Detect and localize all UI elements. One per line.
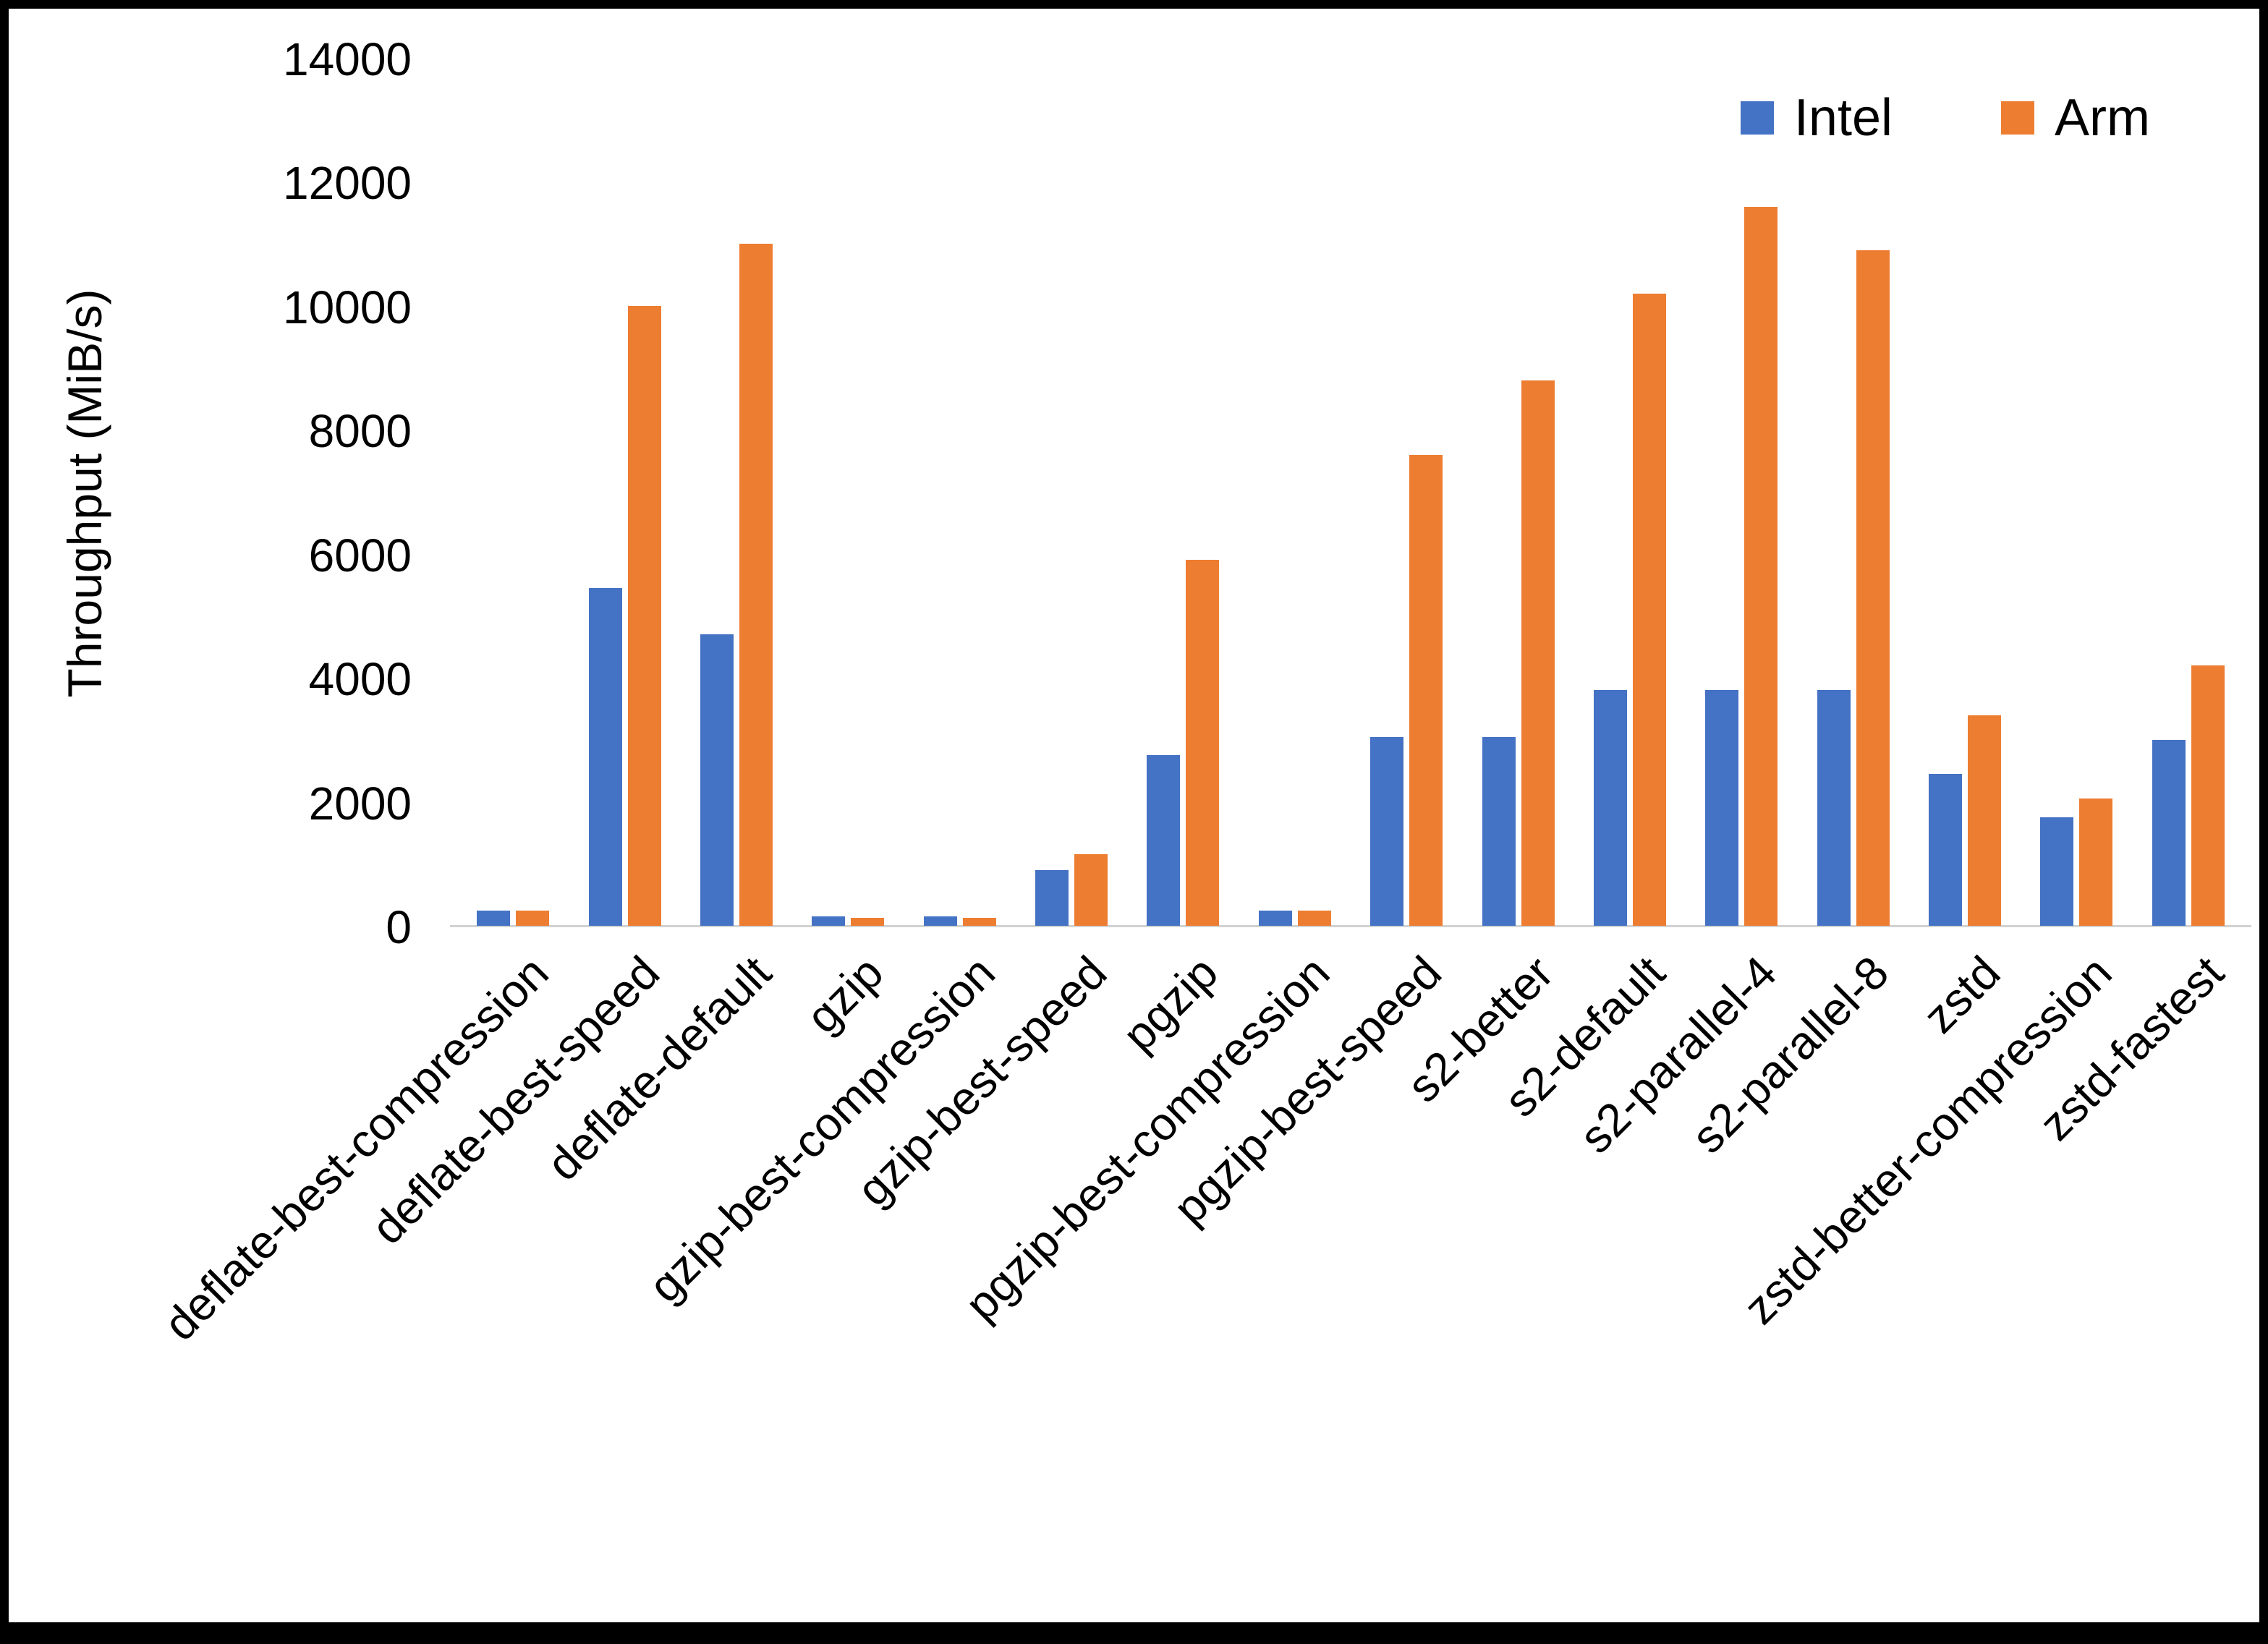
y-tick-label-4000: 4000 [308,653,412,706]
legend-item-intel: Intel [1740,89,1893,147]
y-tick-label-8000: 8000 [308,405,412,458]
x-axis-line [450,925,2251,927]
bar-intel-zstd-fastest [2152,739,2186,926]
y-tick-label-10000: 10000 [283,281,412,333]
bar-intel-zstd-better-compression [2040,817,2074,926]
arm-swatch [2001,101,2035,135]
legend-label-arm: Arm [2055,89,2150,147]
bar-intel-gzip-best-compression [923,916,957,926]
bar-arm-s2-default [1632,293,1666,926]
bar-intel-pgzip [1147,755,1181,926]
bar-intel-pgzip-best-speed [1370,736,1404,926]
bar-intel-s2-parallel-4 [1705,690,1739,926]
y-tick-label-2000: 2000 [308,777,412,830]
bar-arm-gzip-best-speed [1074,854,1108,926]
bar-intel-gzip [812,916,846,926]
bar-arm-zstd-fastest [2191,665,2225,926]
y-tick-label-12000: 12000 [283,157,412,210]
y-tick-label-6000: 6000 [308,529,412,582]
bar-arm-deflate-best-speed [627,305,661,926]
bar-intel-s2-default [1593,690,1627,926]
bar-arm-s2-better [1521,380,1555,926]
bar-arm-deflate-best-compression [516,910,550,926]
bar-intel-pgzip-best-compression [1258,910,1292,926]
bar-arm-gzip-best-compression [962,917,996,926]
bar-intel-zstd [1929,774,1963,926]
bar-chart: Throughput (MiB/s) 0 2000 4000 6000 8000 1000… [9,9,2259,1622]
bar-arm-s2-parallel-8 [1856,250,1890,926]
bar-intel-deflate-best-speed [588,587,622,926]
legend: Intel Arm [1740,89,2150,147]
bar-intel-s2-parallel-8 [1817,690,1851,926]
bar-intel-gzip-best-speed [1035,869,1069,926]
bar-intel-s2-better [1482,736,1516,926]
x-axis-labels: deflate-best-compression deflate-best-spe… [153,938,2244,1488]
bar-arm-pgzip [1186,560,1220,926]
bar-intel-deflate-best-compression [477,910,511,926]
bar-arm-zstd-better-compression [2079,798,2113,926]
x-tick-label-zstd: zstd [1913,946,2010,1044]
bar-arm-pgzip-best-compression [1297,910,1331,926]
bar-arm-zstd [1968,715,2002,926]
y-axis-tick-labels: 0 2000 4000 6000 8000 10000 12000 14000 [9,36,425,950]
bar-arm-gzip [851,917,885,926]
bar-arm-pgzip-best-speed [1409,454,1443,926]
bar-intel-deflate-default [700,634,734,926]
y-tick-label-14000: 14000 [283,33,412,85]
intel-swatch [1740,101,1774,135]
plot-area: Intel Arm [450,59,2251,927]
bar-arm-deflate-default [739,244,773,926]
legend-label-intel: Intel [1793,89,1893,147]
y-tick-label-0: 0 [386,901,412,953]
x-tick-label-gzip: gzip [796,946,893,1044]
bar-arm-s2-parallel-4 [1744,206,1778,926]
legend-item-arm: Arm [2001,92,2150,144]
